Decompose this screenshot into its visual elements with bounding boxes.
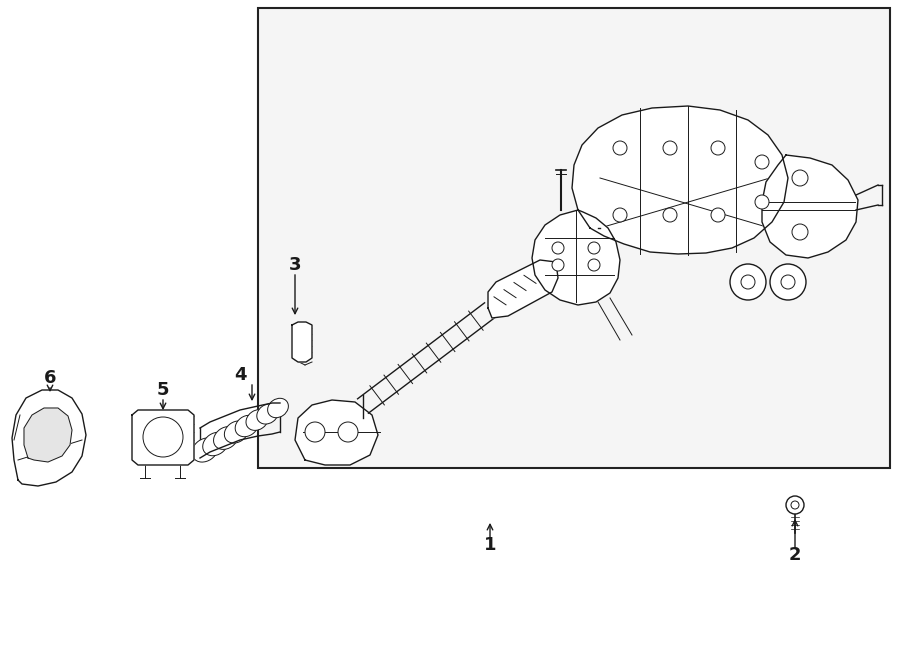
Ellipse shape — [224, 421, 248, 443]
Polygon shape — [12, 390, 86, 486]
Circle shape — [338, 422, 358, 442]
Circle shape — [711, 141, 725, 155]
Circle shape — [711, 208, 725, 222]
Text: 4: 4 — [234, 366, 247, 384]
Polygon shape — [24, 408, 72, 462]
Circle shape — [741, 275, 755, 289]
Polygon shape — [488, 260, 558, 318]
Circle shape — [613, 141, 627, 155]
Ellipse shape — [213, 426, 238, 449]
Circle shape — [730, 264, 766, 300]
Polygon shape — [532, 210, 620, 305]
Circle shape — [588, 242, 600, 254]
Circle shape — [663, 141, 677, 155]
Circle shape — [143, 417, 183, 457]
Circle shape — [786, 496, 804, 514]
Text: 5: 5 — [157, 381, 169, 399]
Circle shape — [791, 501, 799, 509]
Circle shape — [588, 259, 600, 271]
Text: 6: 6 — [44, 369, 56, 387]
Polygon shape — [292, 322, 312, 362]
Ellipse shape — [202, 432, 228, 455]
Text: 1: 1 — [484, 536, 496, 554]
Polygon shape — [295, 400, 378, 465]
Text: 2: 2 — [788, 546, 801, 564]
Ellipse shape — [267, 399, 288, 418]
Bar — [258, 8, 890, 468]
Ellipse shape — [235, 415, 258, 437]
Text: 3: 3 — [289, 256, 302, 274]
Circle shape — [792, 224, 808, 240]
Circle shape — [770, 264, 806, 300]
Circle shape — [663, 208, 677, 222]
Circle shape — [755, 155, 769, 169]
Circle shape — [781, 275, 795, 289]
Circle shape — [305, 422, 325, 442]
Circle shape — [792, 170, 808, 186]
Ellipse shape — [192, 438, 218, 462]
Ellipse shape — [256, 404, 278, 424]
Circle shape — [552, 259, 564, 271]
Circle shape — [613, 208, 627, 222]
Polygon shape — [132, 410, 194, 465]
Polygon shape — [762, 155, 858, 258]
Circle shape — [755, 195, 769, 209]
Ellipse shape — [246, 410, 268, 430]
Circle shape — [552, 242, 564, 254]
Polygon shape — [572, 106, 788, 254]
